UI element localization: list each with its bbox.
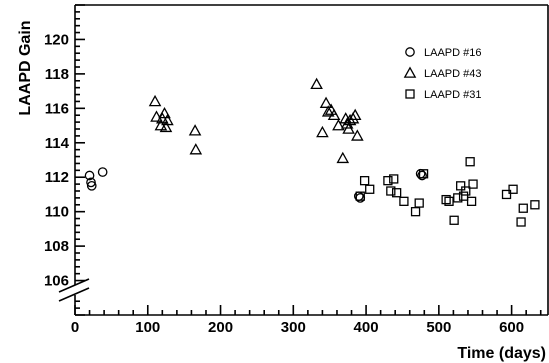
data-point-square xyxy=(465,157,475,167)
data-point-square xyxy=(391,188,402,198)
data-point-triangle xyxy=(327,108,341,121)
data-point-triangle xyxy=(319,96,333,108)
data-point-circle xyxy=(417,170,427,181)
data-point-circle xyxy=(97,167,108,177)
data-point-square xyxy=(508,184,518,194)
data-point-square xyxy=(466,196,477,206)
axis-break-mark xyxy=(58,287,90,302)
data-point-triangle xyxy=(189,143,203,155)
data-point-square xyxy=(444,196,454,206)
data-point-triangle xyxy=(310,77,323,90)
x-tick-label: 200 xyxy=(208,319,233,336)
data-point-square xyxy=(449,215,459,225)
data-point-triangle xyxy=(321,105,335,117)
data-point-triangle xyxy=(148,94,162,107)
plot-area: 106 108 110 112 114 116 118 120 0 100 200 300 400 500… xyxy=(44,4,549,336)
data-point-square xyxy=(441,194,451,205)
x-tick-label: 600 xyxy=(499,319,524,336)
legend-label: LAAPD #43 xyxy=(424,68,481,80)
y-axis-title: LAAPD Gain xyxy=(17,20,34,115)
data-point-square xyxy=(359,176,370,186)
data-point-square xyxy=(386,186,396,196)
x-tick-label: 0 xyxy=(71,319,79,336)
y-tick-label: 110 xyxy=(45,204,69,221)
data-point-square xyxy=(399,196,409,206)
data-points xyxy=(84,77,540,227)
data-point-square xyxy=(355,191,365,201)
data-point-triangle xyxy=(161,113,174,126)
data-point-triangle xyxy=(150,110,163,122)
data-point-triangle xyxy=(332,119,345,131)
data-point-square xyxy=(458,191,469,201)
data-point-triangle xyxy=(336,151,350,164)
data-point-triangle xyxy=(159,120,173,133)
data-point-triangle xyxy=(316,125,329,138)
data-point-square xyxy=(383,176,393,186)
data-point-square xyxy=(389,174,399,184)
x-tick-label: 300 xyxy=(281,319,306,336)
data-point-triangle xyxy=(348,108,362,121)
data-point-square xyxy=(518,203,528,213)
data-point-circle xyxy=(86,177,96,188)
x-axis-title: Time (days) xyxy=(457,345,546,362)
legend-marker-circle xyxy=(405,47,415,57)
data-point-square xyxy=(468,179,478,189)
data-point-square xyxy=(530,200,540,210)
data-point-square xyxy=(410,207,421,217)
y-tick-label: 116 xyxy=(45,100,69,117)
x-tick-label: 400 xyxy=(354,319,379,336)
data-point-triangle xyxy=(188,124,202,136)
data-point-triangle xyxy=(351,129,364,141)
legend: LAAPD #16 LAAPD #43 LAAPD #31 xyxy=(403,47,481,101)
data-point-square xyxy=(456,181,466,191)
legend-label: LAAPD #31 xyxy=(424,89,481,101)
data-point-square xyxy=(501,189,512,200)
data-point-triangle xyxy=(158,106,171,119)
data-point-circle xyxy=(84,170,95,181)
data-point-square xyxy=(414,198,424,208)
y-tick-label: 112 xyxy=(45,169,69,186)
legend-label: LAAPD #16 xyxy=(424,47,481,59)
y-tick-label: 108 xyxy=(44,238,69,255)
legend-marker-triangle xyxy=(403,66,417,78)
data-point-square xyxy=(453,193,463,203)
data-point-circle xyxy=(86,180,97,191)
x-tick-label: 500 xyxy=(426,319,451,336)
data-point-triangle xyxy=(342,122,355,134)
legend-marker-square xyxy=(405,89,415,99)
y-tick-label: 106 xyxy=(44,273,69,290)
data-point-square xyxy=(365,184,375,194)
y-tick-label: 120 xyxy=(44,31,69,48)
y-tick-label: 114 xyxy=(45,135,70,152)
data-point-square xyxy=(418,169,429,179)
y-tick-label: 118 xyxy=(45,66,69,83)
x-tick-label: 100 xyxy=(135,319,160,336)
data-point-square xyxy=(461,186,471,196)
data-point-square xyxy=(516,217,526,227)
